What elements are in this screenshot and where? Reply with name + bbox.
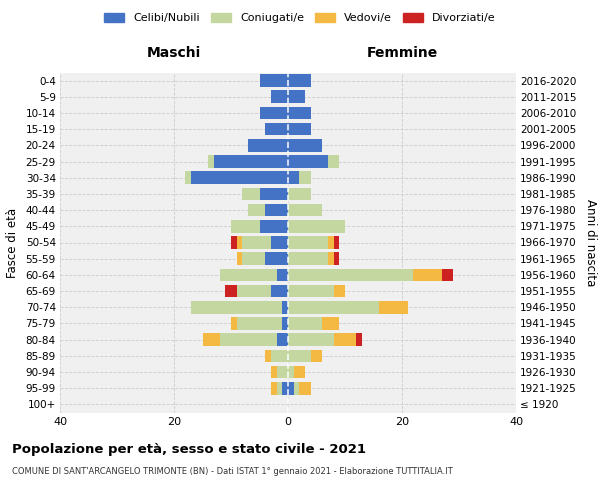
Bar	[208, 155, 214, 168]
Bar	[288, 317, 322, 330]
Bar	[237, 252, 242, 265]
Bar	[248, 139, 288, 151]
Bar	[185, 172, 191, 184]
Bar	[288, 285, 334, 298]
Bar	[214, 155, 288, 168]
Bar	[288, 301, 379, 314]
Legend: Celibi/Nubili, Coniugati/e, Vedovi/e, Divorziati/e: Celibi/Nubili, Coniugati/e, Vedovi/e, Di…	[100, 8, 500, 28]
Bar	[271, 90, 288, 103]
Bar	[277, 268, 288, 281]
Bar	[242, 188, 260, 200]
Bar	[237, 317, 283, 330]
Bar	[283, 382, 288, 394]
Bar	[413, 268, 442, 281]
Bar	[220, 268, 277, 281]
Bar	[242, 236, 271, 249]
Bar	[271, 236, 288, 249]
Bar	[334, 236, 340, 249]
Bar	[288, 74, 311, 87]
Bar	[334, 285, 345, 298]
Bar	[277, 382, 283, 394]
Bar	[334, 334, 356, 346]
Bar	[237, 236, 242, 249]
Bar	[283, 301, 288, 314]
Bar	[299, 382, 311, 394]
Bar	[283, 317, 288, 330]
Bar	[288, 188, 311, 200]
Bar	[311, 350, 322, 362]
Bar	[288, 106, 311, 120]
Bar	[265, 123, 288, 136]
Bar	[288, 90, 305, 103]
Bar	[271, 285, 288, 298]
Bar	[299, 172, 311, 184]
Bar	[271, 382, 277, 394]
Bar	[231, 220, 260, 232]
Bar	[442, 268, 454, 281]
Bar	[288, 123, 311, 136]
Bar	[334, 252, 340, 265]
Bar	[288, 366, 294, 378]
Bar	[294, 366, 305, 378]
Bar	[260, 188, 288, 200]
Bar	[226, 285, 236, 298]
Bar	[242, 252, 265, 265]
Text: Popolazione per età, sesso e stato civile - 2021: Popolazione per età, sesso e stato civil…	[12, 442, 366, 456]
Bar	[248, 204, 265, 216]
Bar	[277, 366, 288, 378]
Bar	[288, 204, 322, 216]
Bar	[328, 155, 340, 168]
Bar	[271, 366, 277, 378]
Bar	[288, 382, 294, 394]
Bar	[288, 155, 328, 168]
Bar	[265, 204, 288, 216]
Bar	[191, 301, 283, 314]
Bar	[328, 252, 334, 265]
Bar	[265, 350, 271, 362]
Bar	[288, 252, 328, 265]
Bar	[231, 236, 236, 249]
Bar	[220, 334, 277, 346]
Bar	[277, 334, 288, 346]
Bar	[379, 301, 408, 314]
Y-axis label: Anni di nascita: Anni di nascita	[584, 199, 597, 286]
Bar	[231, 317, 236, 330]
Y-axis label: Fasce di età: Fasce di età	[5, 208, 19, 278]
Bar	[294, 382, 299, 394]
Bar	[236, 285, 271, 298]
Bar	[260, 220, 288, 232]
Bar	[203, 334, 220, 346]
Bar	[288, 350, 311, 362]
Bar	[288, 334, 334, 346]
Text: Maschi: Maschi	[147, 46, 201, 60]
Bar	[322, 317, 340, 330]
Text: Femmine: Femmine	[367, 46, 437, 60]
Bar	[288, 172, 299, 184]
Bar	[260, 74, 288, 87]
Bar	[288, 236, 328, 249]
Bar	[288, 268, 413, 281]
Bar	[191, 172, 288, 184]
Bar	[265, 252, 288, 265]
Bar	[356, 334, 362, 346]
Bar	[271, 350, 288, 362]
Text: COMUNE DI SANT'ARCANGELO TRIMONTE (BN) - Dati ISTAT 1° gennaio 2021 - Elaborazio: COMUNE DI SANT'ARCANGELO TRIMONTE (BN) -…	[12, 468, 453, 476]
Bar	[328, 236, 334, 249]
Bar	[288, 139, 322, 151]
Bar	[260, 106, 288, 120]
Bar	[288, 220, 345, 232]
